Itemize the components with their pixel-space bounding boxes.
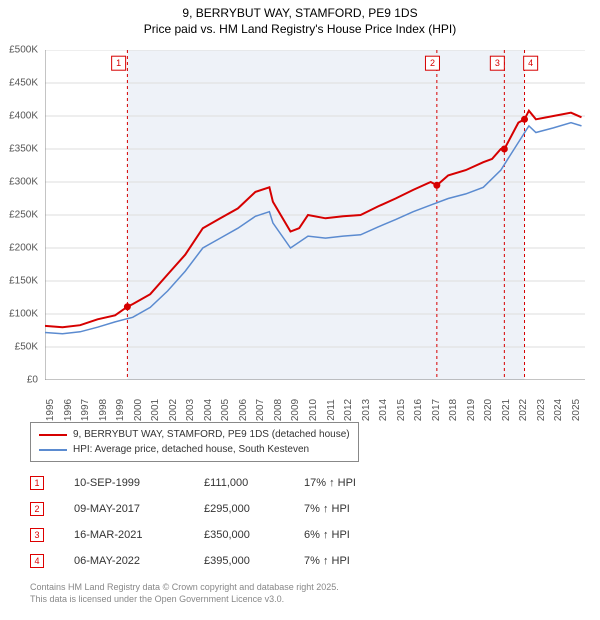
- x-tick-label: 2002: [168, 399, 179, 421]
- x-tick-label: 2000: [133, 399, 144, 421]
- x-tick-label: 2017: [431, 399, 442, 421]
- transaction-pct: 7% ↑ HPI: [304, 555, 404, 567]
- legend-label-hpi: HPI: Average price, detached house, Sout…: [73, 442, 309, 457]
- transactions-table: 1 10-SEP-1999£111,00017% ↑ HPI 2 09-MAY-201…: [30, 470, 404, 574]
- x-tick-label: 2004: [203, 399, 214, 421]
- y-tick-label: £100K: [9, 309, 38, 320]
- legend-row-hpi: HPI: Average price, detached house, Sout…: [39, 442, 350, 457]
- x-tick-label: 2006: [238, 399, 249, 421]
- transaction-date: 06-MAY-2022: [74, 555, 204, 567]
- svg-text:2: 2: [430, 58, 435, 68]
- y-tick-label: £350K: [9, 144, 38, 155]
- y-tick-label: £400K: [9, 111, 38, 122]
- x-tick-label: 1995: [45, 399, 56, 421]
- transaction-pct: 17% ↑ HPI: [304, 477, 404, 489]
- y-tick-label: £0: [27, 375, 38, 386]
- title-subtitle: Price paid vs. HM Land Registry's House …: [0, 22, 600, 38]
- x-tick-label: 2012: [343, 399, 354, 421]
- transaction-price: £111,000: [204, 477, 304, 489]
- svg-text:3: 3: [495, 58, 500, 68]
- x-tick-label: 2024: [553, 399, 564, 421]
- x-tick-label: 2013: [361, 399, 372, 421]
- x-tick-label: 2011: [326, 399, 337, 421]
- x-tick-label: 2005: [220, 399, 231, 421]
- x-tick-label: 2021: [501, 399, 512, 421]
- x-axis-labels: 1995 1996 1997 1998 1999 2000 2001 2002 2003 2004…: [45, 382, 585, 422]
- footer-attribution: Contains HM Land Registry data © Crown c…: [30, 582, 339, 605]
- x-tick-label: 2022: [518, 399, 529, 421]
- transaction-pct: 7% ↑ HPI: [304, 503, 404, 515]
- transaction-row: 1 10-SEP-1999£111,00017% ↑ HPI: [30, 470, 404, 496]
- chart-container: 9, BERRYBUT WAY, STAMFORD, PE9 1DS Price…: [0, 0, 600, 620]
- x-tick-label: 2018: [448, 399, 459, 421]
- x-tick-label: 1997: [80, 399, 91, 421]
- transaction-price: £395,000: [204, 555, 304, 567]
- svg-text:4: 4: [528, 58, 533, 68]
- x-tick-label: 2023: [536, 399, 547, 421]
- y-tick-label: £300K: [9, 177, 38, 188]
- transaction-row: 4 06-MAY-2022£395,0007% ↑ HPI: [30, 548, 404, 574]
- legend: 9, BERRYBUT WAY, STAMFORD, PE9 1DS (deta…: [30, 422, 359, 462]
- chart-title: 9, BERRYBUT WAY, STAMFORD, PE9 1DS Price…: [0, 0, 600, 37]
- transaction-marker: 3: [30, 528, 44, 542]
- x-tick-label: 2008: [273, 399, 284, 421]
- legend-row-property: 9, BERRYBUT WAY, STAMFORD, PE9 1DS (deta…: [39, 427, 350, 442]
- transaction-price: £295,000: [204, 503, 304, 515]
- transaction-row: 2 09-MAY-2017£295,0007% ↑ HPI: [30, 496, 404, 522]
- y-tick-label: £450K: [9, 78, 38, 89]
- footer-line-2: This data is licensed under the Open Gov…: [30, 594, 339, 606]
- y-tick-label: £200K: [9, 243, 38, 254]
- y-tick-label: £150K: [9, 276, 38, 287]
- x-tick-label: 2007: [255, 399, 266, 421]
- x-tick-label: 2010: [308, 399, 319, 421]
- transaction-marker: 1: [30, 476, 44, 490]
- transaction-marker: 4: [30, 554, 44, 568]
- transaction-pct: 6% ↑ HPI: [304, 529, 404, 541]
- transaction-date: 16-MAR-2021: [74, 529, 204, 541]
- transaction-row: 3 16-MAR-2021£350,0006% ↑ HPI: [30, 522, 404, 548]
- x-tick-label: 1996: [63, 399, 74, 421]
- x-tick-label: 1998: [98, 399, 109, 421]
- y-tick-label: £50K: [15, 342, 38, 353]
- x-tick-label: 2020: [483, 399, 494, 421]
- y-axis-labels: £0£50K£100K£150K£200K£250K£300K£350K£400…: [0, 50, 42, 380]
- transaction-price: £350,000: [204, 529, 304, 541]
- x-tick-label: 2015: [396, 399, 407, 421]
- transaction-date: 09-MAY-2017: [74, 503, 204, 515]
- svg-text:1: 1: [116, 58, 121, 68]
- legend-swatch-property: [39, 434, 67, 436]
- x-tick-label: 2003: [185, 399, 196, 421]
- legend-label-property: 9, BERRYBUT WAY, STAMFORD, PE9 1DS (deta…: [73, 427, 350, 442]
- legend-swatch-hpi: [39, 449, 67, 451]
- x-tick-label: 2009: [290, 399, 301, 421]
- chart-svg: 1 2 3 4: [45, 50, 585, 380]
- chart-plot-area: 1 2 3 4: [45, 50, 585, 380]
- title-address: 9, BERRYBUT WAY, STAMFORD, PE9 1DS: [0, 6, 600, 22]
- transaction-date: 10-SEP-1999: [74, 477, 204, 489]
- transaction-marker: 2: [30, 502, 44, 516]
- x-tick-label: 2016: [413, 399, 424, 421]
- x-tick-label: 1999: [115, 399, 126, 421]
- x-tick-label: 2025: [571, 399, 582, 421]
- footer-line-1: Contains HM Land Registry data © Crown c…: [30, 582, 339, 594]
- x-tick-label: 2014: [378, 399, 389, 421]
- y-tick-label: £250K: [9, 210, 38, 221]
- x-tick-label: 2001: [150, 399, 161, 421]
- x-tick-label: 2019: [466, 399, 477, 421]
- y-tick-label: £500K: [9, 45, 38, 56]
